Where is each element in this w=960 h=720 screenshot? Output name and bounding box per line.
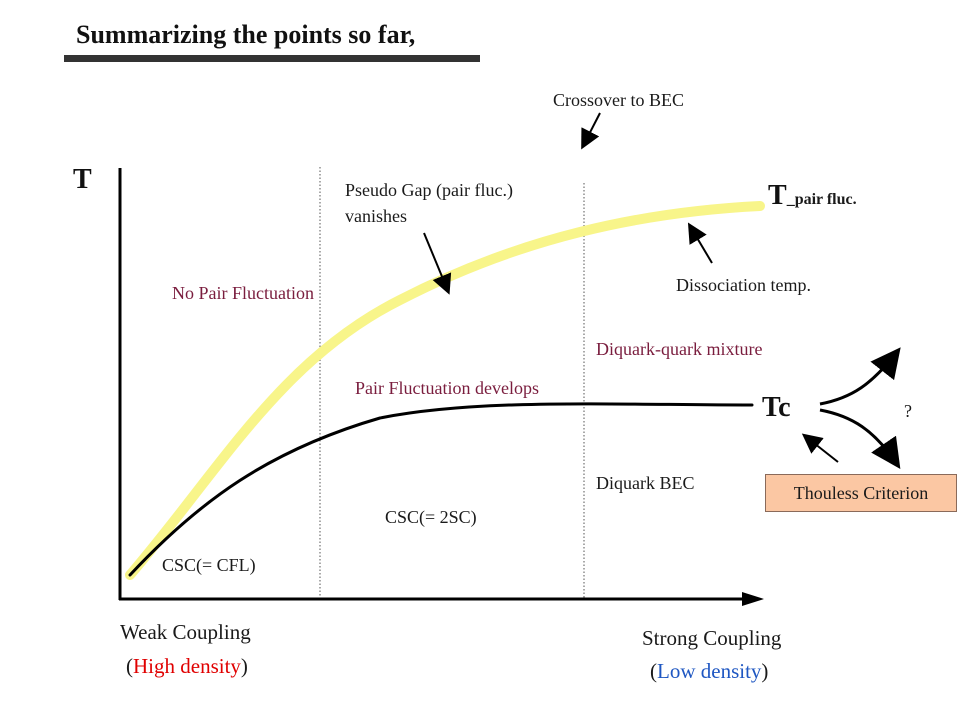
branch-upper-arrow xyxy=(819,347,901,406)
pair-fluc-develops-label: Pair Fluctuation develops xyxy=(355,378,539,398)
tc-label: Tc xyxy=(762,392,791,423)
pair-fluc-label-main: T xyxy=(768,180,787,211)
dissociation-arrow xyxy=(687,222,713,264)
y-axis-label: T xyxy=(73,164,92,195)
csc-cfl-label: CSC(= CFL) xyxy=(162,555,256,575)
x-axis-arrowhead xyxy=(742,592,764,606)
page-title: Summarizing the points so far, xyxy=(76,20,416,49)
csc-2sc-label: CSC(= 2SC) xyxy=(385,507,477,527)
branch-lower-arrow xyxy=(819,408,901,469)
crossover-arrow xyxy=(581,112,601,150)
low-density-text: Low density xyxy=(657,659,762,683)
thouless-arrow xyxy=(801,433,839,463)
mixture-label: Diquark-quark mixture xyxy=(596,339,763,359)
low-density-close: ) xyxy=(761,659,769,683)
low-density-open: ( xyxy=(650,659,657,683)
high-density-label: (High density) xyxy=(126,654,248,679)
pair-fluc-label: T_pair fluc. xyxy=(768,180,857,212)
crossover-label: Crossover to BEC xyxy=(553,90,685,110)
weak-coupling-label: Weak Coupling xyxy=(120,620,251,644)
pseudo-gap-arrow xyxy=(423,232,452,295)
thouless-criterion-box: Thouless Criterion xyxy=(765,474,957,512)
high-density-close: ) xyxy=(240,654,248,678)
tc-curve xyxy=(128,402,754,577)
dissociation-label: Dissociation temp. xyxy=(676,275,811,295)
pseudo-gap-label-line1: Pseudo Gap (pair fluc.) xyxy=(345,180,513,200)
title-underline xyxy=(64,55,480,62)
strong-coupling-label: Strong Coupling xyxy=(642,626,782,650)
diquark-bec-label: Diquark BEC xyxy=(596,473,695,493)
pair-fluc-label-sub: _pair fluc. xyxy=(786,191,857,208)
question-mark: ? xyxy=(904,401,912,421)
low-density-label: (Low density) xyxy=(650,659,768,684)
high-density-open: ( xyxy=(126,654,133,678)
high-density-text: High density xyxy=(133,654,241,678)
no-pair-fluc-label: No Pair Fluctuation xyxy=(172,283,314,303)
pseudo-gap-label-line2: vanishes xyxy=(345,206,407,226)
pair-fluctuation-curve xyxy=(125,201,765,580)
